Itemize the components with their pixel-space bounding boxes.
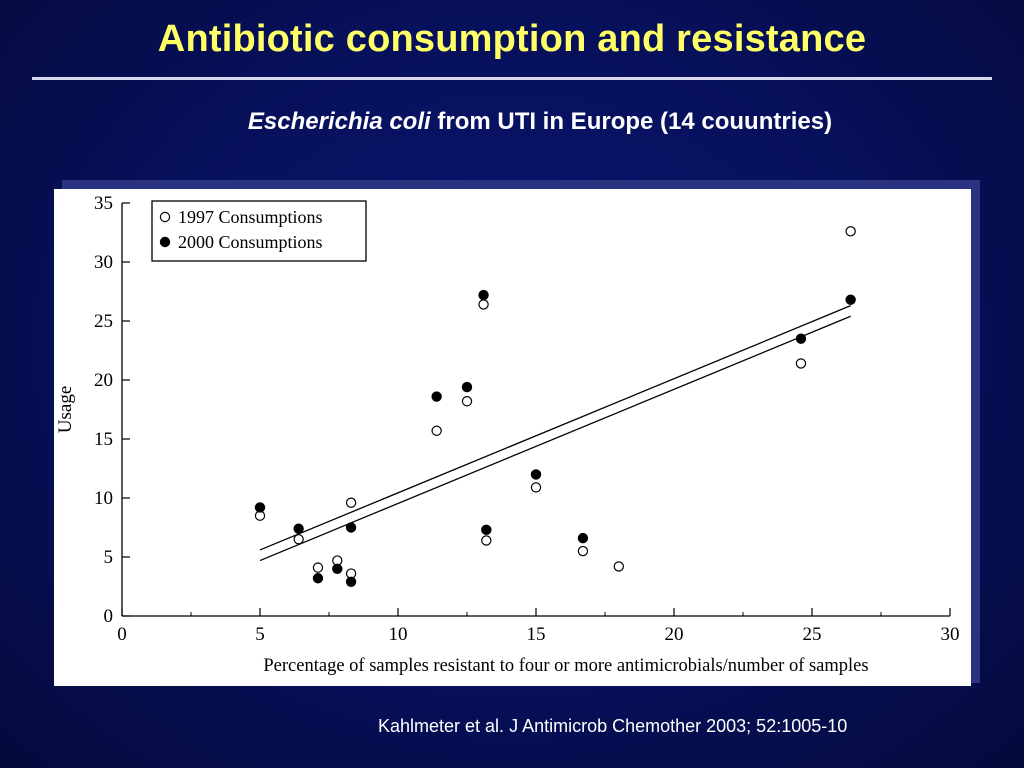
slide-title: Antibiotic consumption and resistance <box>157 18 867 60</box>
subtitle-species: Escherichia coli <box>247 108 431 135</box>
y-axis-label: Usage <box>55 386 76 433</box>
trend-line <box>259 305 851 551</box>
scatter-chart: 0 5 10 15 20 25 30 0 5 10 15 20 25 30 35 Percentage of … <box>55 193 960 676</box>
data-point-1997 <box>478 299 489 310</box>
data-point-2000 <box>312 573 324 584</box>
data-point-2000 <box>795 333 807 344</box>
legend-label: 1997 Consumptions <box>178 207 323 227</box>
x-tick-label: 5 <box>255 624 265 645</box>
x-tick-label: 0 <box>117 624 127 645</box>
subtitle-text: from UTI in Europe (14 couuntries) <box>430 108 833 135</box>
legend-marker-1997 <box>159 211 171 223</box>
x-tick-label: 15 <box>527 624 546 645</box>
data-point-2000 <box>345 576 357 587</box>
data-point-2000 <box>332 563 343 574</box>
legend-box <box>151 200 367 262</box>
y-tick-label: 5 <box>104 547 114 568</box>
data-point-1997 <box>530 482 542 493</box>
y-tick-label: 0 <box>104 606 114 627</box>
data-point-1997 <box>795 358 807 369</box>
data-point-1997 <box>577 545 589 557</box>
data-point-1997 <box>481 535 492 546</box>
y-tick-label: 10 <box>94 488 113 509</box>
chart-panel: 0 5 10 15 20 25 30 0 5 10 15 20 25 30 35 Percentage of … <box>54 189 971 686</box>
data-point-2000 <box>845 294 856 305</box>
data-point-2000 <box>577 532 589 544</box>
data-point-2000 <box>461 381 473 393</box>
y-tick-label: 35 <box>94 193 113 214</box>
y-tick-label: 30 <box>94 252 113 273</box>
y-tick-label: 20 <box>94 370 113 391</box>
data-point-1997 <box>312 562 324 573</box>
y-tick-label: 15 <box>94 429 113 450</box>
title-divider <box>32 77 992 80</box>
x-axis-label: Percentage of samples resistant to four … <box>263 656 868 676</box>
citation: Kahlmeter et al. J Antimicrob Chemother … <box>378 716 848 736</box>
data-point-2000 <box>481 524 492 536</box>
data-point-2000 <box>293 523 304 534</box>
chart-legend: 1997 Consumptions 2000 Consumptions <box>151 200 367 262</box>
data-point-1997 <box>345 497 357 508</box>
data-point-1997 <box>613 561 625 572</box>
data-point-2000 <box>530 469 542 480</box>
x-tick-label: 25 <box>803 624 822 645</box>
x-tick-label: 20 <box>665 624 684 645</box>
y-tick-label: 25 <box>94 311 113 332</box>
data-point-1997 <box>845 226 856 237</box>
slide-subtitle: Escherichia coli from UTI in Europe (14 … <box>0 108 1024 136</box>
x-tick-label: 10 <box>389 624 408 645</box>
data-point-2000 <box>431 391 442 402</box>
data-point-1997 <box>461 396 473 407</box>
legend-marker-2000 <box>159 236 171 248</box>
legend-label: 2000 Consumptions <box>178 232 323 252</box>
trend-line <box>259 315 851 562</box>
x-tick-label: 30 <box>941 624 960 645</box>
data-point-2000 <box>478 289 489 301</box>
data-point-2000 <box>254 502 266 513</box>
data-point-2000 <box>345 522 357 533</box>
data-point-1997 <box>293 534 304 545</box>
data-point-1997 <box>431 425 442 436</box>
